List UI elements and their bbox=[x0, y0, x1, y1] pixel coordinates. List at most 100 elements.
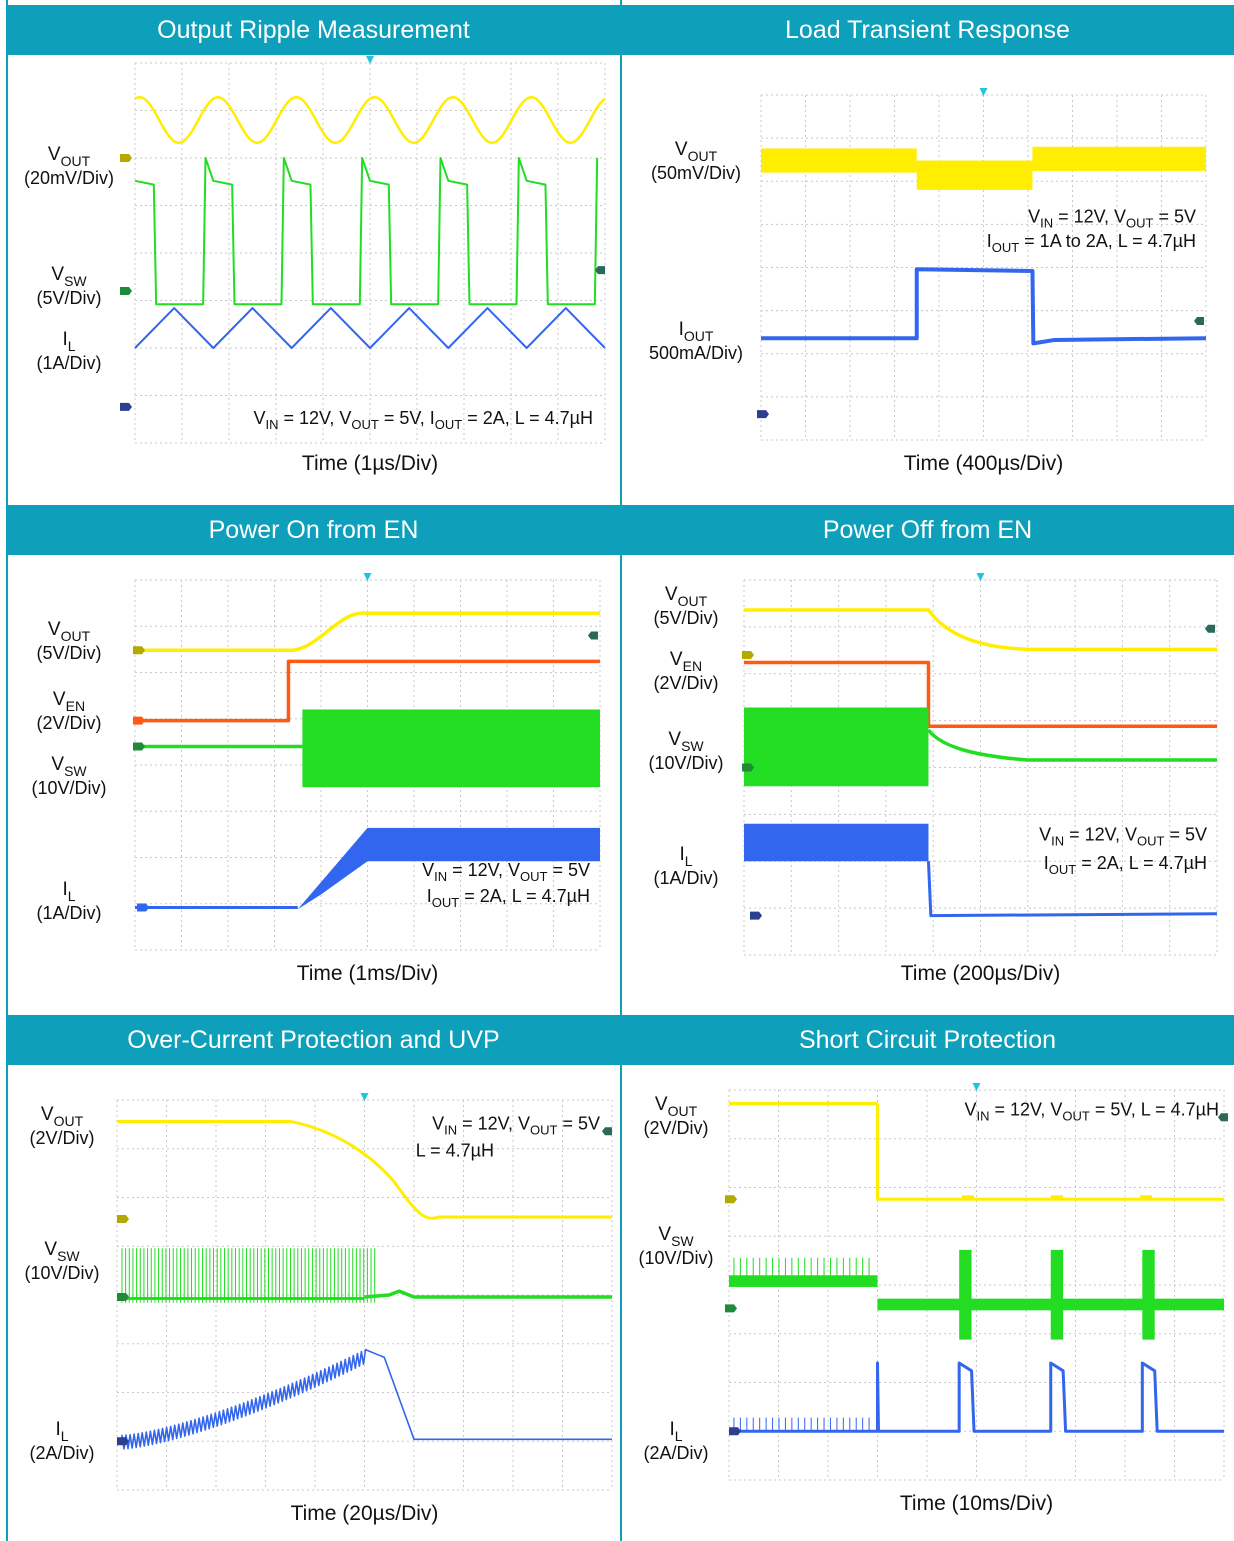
x-axis-label: Time (200µs/Div) bbox=[901, 962, 1061, 985]
scope-plot: VOUT(5V/Div) VEN(2V/Div) VSW(10V/Div) IL(1A… bbox=[31, 573, 601, 985]
series-label-ven: VEN bbox=[53, 689, 85, 714]
trace-il bbox=[121, 1348, 612, 1450]
trace-vout bbox=[135, 611, 600, 653]
series-label-vout: VOUT bbox=[675, 139, 718, 164]
trigger-marker bbox=[366, 56, 374, 64]
annotation-line-2: IOUT = 2A, L = 4.7µH bbox=[1044, 853, 1207, 877]
channel-marker bbox=[117, 1214, 129, 1223]
trace-vout bbox=[744, 608, 1217, 652]
trace-il bbox=[926, 861, 1218, 918]
trace-vsw-band bbox=[729, 1275, 878, 1287]
trace-vsw-burst bbox=[1142, 1249, 1155, 1340]
channel-marker bbox=[133, 646, 145, 655]
series-scale-il: (1A/Div) bbox=[36, 353, 101, 373]
panel-title: Output Ripple Measurement bbox=[7, 5, 620, 55]
series-scale-il: (2A/Div) bbox=[29, 1443, 94, 1463]
series-scale-il: (1A/Div) bbox=[653, 868, 718, 888]
annotation-line-1: VIN = 12V, VOUT = 5V bbox=[432, 1113, 600, 1137]
channel-marker bbox=[137, 903, 149, 912]
x-axis-label: Time (1ms/Div) bbox=[297, 962, 439, 985]
scope-panel-1: Output Ripple Measurement VOUT (20mV/Div) V… bbox=[7, 5, 620, 505]
scope-plot: VOUT(2V/Div) VSW(10V/Div) IL(2A/Div) Time (… bbox=[24, 1093, 613, 1525]
series-label-vout: VOUT bbox=[655, 1094, 698, 1119]
series-scale-vout: (20mV/Div) bbox=[24, 168, 114, 188]
series-scale-vout: (5V/Div) bbox=[36, 643, 101, 663]
annotation-line-1: VIN = 12V, VOUT = 5V bbox=[1028, 207, 1196, 231]
panel-title: Power On from EN bbox=[7, 505, 620, 555]
channel-marker bbox=[117, 1292, 129, 1301]
trace-il bbox=[134, 307, 606, 349]
scope-panel-5: Over-Current Protection and UVP VOUT (2V/D… bbox=[7, 1015, 620, 1541]
trigger-marker bbox=[979, 88, 988, 96]
scope-panel-3: Power On from EN VOUT (5V/Div) VEN (2V/Div) V… bbox=[7, 505, 620, 1015]
trigger-marker bbox=[363, 573, 372, 581]
panel-border-left bbox=[6, 0, 8, 1541]
annotation-line-1: VIN = 12V, VOUT = 5V, L = 4.7µH bbox=[964, 1099, 1219, 1123]
series-scale-vout: (2V/Div) bbox=[29, 1128, 94, 1148]
scope-panel-6: Short Circuit Protection VOUT (2V/Div) VSW(… bbox=[621, 1015, 1234, 1541]
trace-vout bbox=[134, 95, 606, 145]
series-scale-vsw: (10V/Div) bbox=[648, 753, 723, 773]
series-scale-vout: (5V/Div) bbox=[653, 608, 718, 628]
series-label-vsw: VSW bbox=[51, 264, 87, 289]
trace-vout-hiccup bbox=[1139, 1195, 1153, 1201]
trace-ven bbox=[744, 660, 1217, 728]
trigger-level-marker bbox=[1194, 316, 1204, 325]
annotation-line-1: VIN = 12V, VOUT = 5V, IOUT = 2A, L = 4.7… bbox=[253, 408, 593, 432]
panel-divider bbox=[620, 0, 622, 1541]
trigger-level-marker bbox=[1205, 624, 1215, 633]
trigger-marker bbox=[972, 1083, 981, 1091]
series-label-vout: VOUT bbox=[48, 619, 91, 644]
trace-vout-hiccup bbox=[1050, 1195, 1064, 1201]
series-label-il: IL bbox=[679, 844, 692, 869]
series-scale-iout: 500mA/Div) bbox=[649, 343, 743, 363]
series-scale-ven: (2V/Div) bbox=[36, 713, 101, 733]
series-label-il: IL bbox=[669, 1419, 682, 1444]
series-label-ven: VEN bbox=[670, 649, 702, 674]
annotation-line-1: VIN = 12V, VOUT = 5V bbox=[422, 860, 590, 884]
x-axis-label: Time (10ms/Div) bbox=[900, 1492, 1053, 1515]
channel-marker bbox=[133, 742, 145, 751]
trace-vout-band bbox=[916, 160, 1033, 190]
series-label-vsw: VSW bbox=[658, 1224, 694, 1249]
series-scale-il: (2A/Div) bbox=[643, 1443, 708, 1463]
channel-marker bbox=[120, 287, 132, 295]
trace-vout bbox=[117, 1119, 612, 1220]
scope-panel-2: Load Transient Response VOUT (50mV/Div) IOU… bbox=[621, 5, 1234, 505]
trace-vout-low bbox=[876, 1103, 1224, 1201]
trace-vsw bbox=[927, 728, 1217, 762]
channel-marker bbox=[742, 763, 754, 772]
trigger-level-marker bbox=[602, 1127, 612, 1136]
trace-vout-band bbox=[1032, 146, 1206, 171]
trace-il-band bbox=[744, 823, 929, 862]
trace-ven bbox=[135, 659, 600, 723]
trace-vsw bbox=[134, 157, 599, 306]
annotation-line-2: IOUT = 2A, L = 4.7µH bbox=[427, 886, 590, 910]
series-scale-vout: (2V/Div) bbox=[643, 1118, 708, 1138]
scope-panel-4: Power Off from EN VOUT (5V/Div) VEN (2V/Div)… bbox=[621, 505, 1234, 1015]
trace-vsw-spikes bbox=[121, 1248, 376, 1303]
annotation-line-1: VIN = 12V, VOUT = 5V bbox=[1039, 825, 1207, 849]
panel-title: Short Circuit Protection bbox=[621, 1015, 1234, 1065]
channel-marker bbox=[729, 1427, 741, 1436]
series-label-vsw: VSW bbox=[51, 754, 87, 779]
panel-title: Load Transient Response bbox=[621, 5, 1234, 55]
trigger-marker bbox=[976, 573, 985, 581]
series-label-il: IL bbox=[62, 879, 75, 904]
trace-vsw-band bbox=[744, 707, 929, 787]
series-scale-vsw: (5V/Div) bbox=[36, 288, 101, 308]
trigger-level-marker bbox=[1218, 1113, 1228, 1122]
series-scale-vsw: (10V/Div) bbox=[638, 1248, 713, 1268]
trace-vsw-base bbox=[117, 1296, 365, 1300]
trace-vsw bbox=[364, 1289, 612, 1299]
trigger-level-marker bbox=[588, 631, 598, 640]
trace-vout-band bbox=[761, 148, 917, 173]
trace-il-spikes bbox=[733, 1417, 870, 1432]
series-label-vsw: VSW bbox=[44, 1239, 80, 1264]
channel-marker bbox=[120, 154, 132, 162]
series-scale-ven: (2V/Div) bbox=[653, 673, 718, 693]
series-label-il: IL bbox=[55, 1419, 68, 1444]
series-label-vsw: VSW bbox=[668, 729, 704, 754]
channel-marker bbox=[742, 651, 754, 659]
